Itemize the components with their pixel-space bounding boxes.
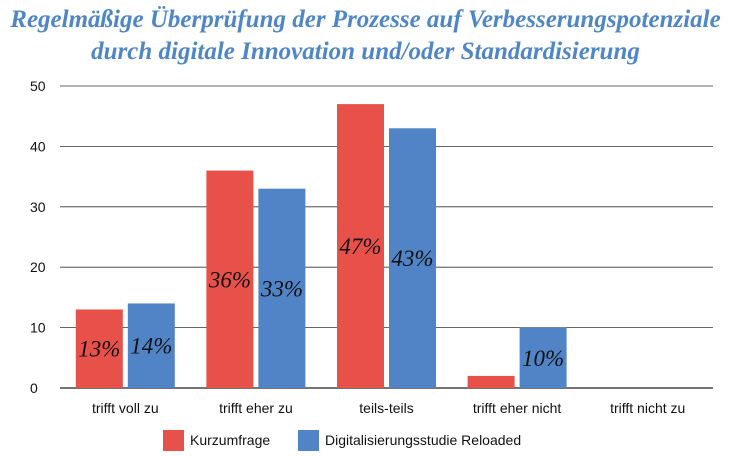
data-label: 13% bbox=[78, 337, 120, 362]
x-category-label: trifft voll zu bbox=[92, 400, 159, 416]
chart-title-line-2: durch digitale Innovation und/oder Stand… bbox=[91, 38, 640, 65]
chart-title: Regelmäßige Überprüfung der Prozesse auf… bbox=[0, 4, 731, 68]
data-label: 10% bbox=[522, 346, 564, 371]
y-tick-label: 50 bbox=[30, 78, 46, 94]
legend: Kurzumfrage Digitalisierungsstudie Reload… bbox=[163, 430, 521, 451]
bar-kurzumfrage-1 bbox=[206, 170, 254, 388]
bars bbox=[75, 104, 567, 389]
y-tick-label: 20 bbox=[30, 259, 46, 275]
legend-swatch bbox=[163, 430, 184, 451]
bar-kurzumfrage-2 bbox=[337, 104, 384, 389]
chart-title-line-1: Regelmäßige Überprüfung der Prozesse auf… bbox=[10, 6, 721, 33]
data-label: 36% bbox=[208, 267, 251, 292]
data-label: 14% bbox=[130, 334, 172, 359]
x-category-label: trifft nicht zu bbox=[610, 400, 685, 416]
data-label: 33% bbox=[260, 276, 303, 301]
y-tick-label: 0 bbox=[30, 380, 38, 396]
y-tick-label: 10 bbox=[30, 320, 46, 336]
bar-digitalisierungsstudie-1 bbox=[258, 188, 306, 388]
x-category-label: teils-teils bbox=[359, 400, 413, 416]
bar-kurzumfrage-3 bbox=[467, 375, 515, 388]
y-tick-label: 40 bbox=[30, 138, 46, 154]
y-axis-ticks: 0 10 20 30 40 50 bbox=[30, 78, 46, 396]
data-label: 47% bbox=[339, 234, 381, 259]
bar-digitalisierungsstudie-2 bbox=[389, 128, 436, 388]
bar-kurzumfrage-0 bbox=[75, 309, 123, 388]
legend-swatch bbox=[298, 430, 319, 451]
x-axis-categories: trifft voll zu trifft eher zu teils-teils t… bbox=[92, 400, 685, 416]
bar-digitalisierungsstudie-0 bbox=[127, 303, 175, 388]
data-labels: 13% 14% 36% 33% 47% 43% 10% bbox=[78, 234, 564, 371]
bar-digitalisierungsstudie-3 bbox=[519, 327, 567, 388]
y-tick-label: 30 bbox=[30, 199, 46, 215]
data-label: 43% bbox=[391, 246, 433, 271]
x-category-label: trifft eher nicht bbox=[473, 400, 562, 416]
legend-label: Digitalisierungsstudie Reloaded bbox=[325, 432, 521, 448]
legend-label: Kurzumfrage bbox=[190, 432, 270, 448]
x-category-label: trifft eher zu bbox=[219, 400, 293, 416]
